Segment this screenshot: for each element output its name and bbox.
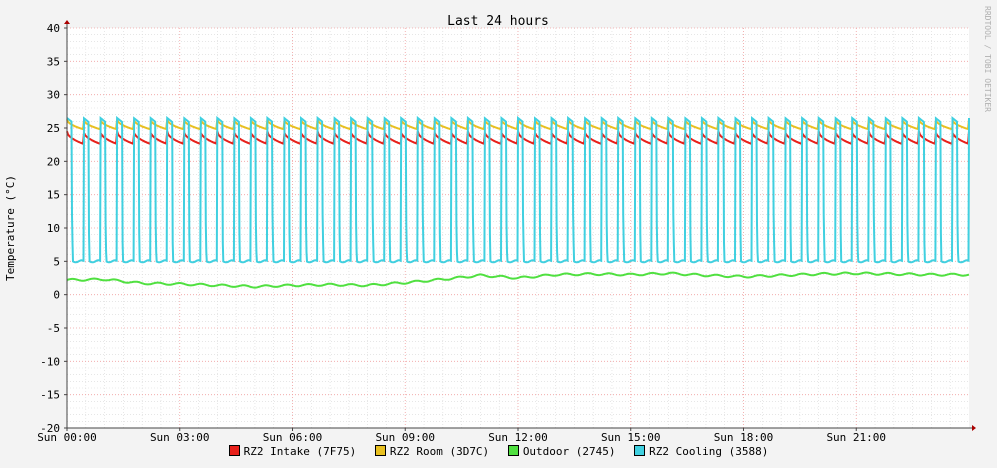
legend-swatch-outdoor	[507, 445, 519, 456]
y-axis-arrow	[64, 20, 70, 24]
y-tick-label: 10	[47, 222, 60, 235]
legend-swatch-intake	[228, 445, 240, 456]
legend-item-intake: RZ2 Intake (7F75)	[228, 445, 357, 458]
x-tick-label: Sun 09:00	[375, 431, 435, 444]
x-tick-label: Sun 12:00	[488, 431, 548, 444]
x-tick-label: Sun 03:00	[150, 431, 210, 444]
series-line-3	[66, 115, 970, 264]
y-tick-labels: 40 35 30 25 20 15 10 5 0 -5 -10 -15 -20	[40, 22, 60, 435]
legend-swatch-cooling	[634, 445, 646, 456]
y-tick-label: 40	[47, 22, 60, 35]
y-tick-label: 35	[47, 55, 60, 68]
y-axis-label: Temperature (°C)	[4, 175, 17, 281]
legend-label-outdoor: Outdoor (2745)	[522, 445, 616, 458]
series-layer	[66, 115, 970, 289]
y-tick-label: 25	[47, 122, 60, 135]
y-tick-label: 0	[53, 289, 60, 302]
y-tick-label: -20	[40, 422, 60, 435]
x-tick-label: Sun 15:00	[601, 431, 661, 444]
x-tick-label: Sun 21:00	[826, 431, 886, 444]
y-tick-label: -5	[47, 322, 60, 335]
legend-swatch-room	[374, 445, 386, 456]
series-line-2	[66, 271, 970, 289]
y-tick-label: -15	[40, 389, 60, 402]
chart-title: Last 24 hours	[447, 14, 549, 29]
y-tick-label: 20	[47, 155, 60, 168]
legend-label-room: RZ2 Room (3D7C)	[389, 445, 490, 458]
legend-label-intake: RZ2 Intake (7F75)	[243, 445, 357, 458]
legend-item-room: RZ2 Room (3D7C)	[374, 445, 490, 458]
x-tick-label: Sun 18:00	[714, 431, 774, 444]
y-tick-label: 30	[47, 89, 60, 102]
legend: RZ2 Intake (7F75) RZ2 Room (3D7C) Outdoo…	[0, 445, 997, 458]
x-tick-label: Sun 00:00	[37, 431, 97, 444]
legend-label-cooling: RZ2 Cooling (3588)	[649, 445, 769, 458]
axes	[64, 20, 976, 431]
y-tick-label: 15	[47, 189, 60, 202]
x-tick-labels: Sun 00:00 Sun 03:00 Sun 06:00 Sun 09:00 Sun …	[37, 431, 886, 444]
watermark: RRDTOOL / TOBI OETIKER	[983, 6, 992, 112]
y-tick-label: -10	[40, 355, 60, 368]
y-tick-label: 5	[53, 255, 60, 268]
x-tick-label: Sun 06:00	[263, 431, 323, 444]
legend-item-cooling: RZ2 Cooling (3588)	[634, 445, 768, 458]
x-axis-arrow	[972, 425, 976, 431]
legend-item-outdoor: Outdoor (2745)	[507, 445, 616, 458]
